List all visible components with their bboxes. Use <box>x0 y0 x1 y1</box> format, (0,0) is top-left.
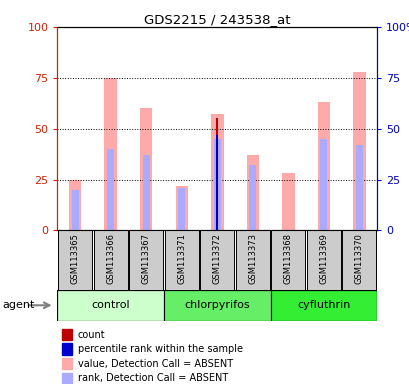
Bar <box>271 230 305 290</box>
Bar <box>129 230 163 290</box>
Bar <box>319 139 327 230</box>
Text: GSM113367: GSM113367 <box>142 233 151 285</box>
Bar <box>61 372 72 384</box>
Bar <box>211 114 223 230</box>
Bar <box>342 230 375 290</box>
Bar <box>281 174 294 230</box>
Bar <box>61 343 72 355</box>
Bar <box>164 290 270 321</box>
Text: GSM113372: GSM113372 <box>212 233 221 284</box>
Bar <box>72 190 79 230</box>
Text: chlorpyrifos: chlorpyrifos <box>184 300 249 310</box>
Text: GSM113371: GSM113371 <box>177 233 186 284</box>
Text: value, Detection Call = ABSENT: value, Detection Call = ABSENT <box>78 359 232 369</box>
Bar <box>270 290 376 321</box>
Text: GSM113368: GSM113368 <box>283 233 292 285</box>
Bar <box>216 118 218 230</box>
Bar <box>140 108 152 230</box>
Bar <box>69 180 81 230</box>
Text: GSM113369: GSM113369 <box>319 233 328 284</box>
Bar <box>107 149 114 230</box>
Text: GSM113365: GSM113365 <box>70 233 79 284</box>
Bar <box>306 230 340 290</box>
Bar <box>216 135 218 230</box>
Text: percentile rank within the sample: percentile rank within the sample <box>78 344 242 354</box>
Text: GSM113366: GSM113366 <box>106 233 115 285</box>
Bar <box>142 155 149 230</box>
Text: rank, Detection Call = ABSENT: rank, Detection Call = ABSENT <box>78 373 227 383</box>
Bar <box>355 145 362 230</box>
Bar <box>317 102 329 230</box>
Bar <box>61 358 72 369</box>
Bar <box>235 230 269 290</box>
Text: cyfluthrin: cyfluthrin <box>297 300 350 310</box>
Text: control: control <box>91 300 130 310</box>
Bar <box>61 329 72 340</box>
Title: GDS2215 / 243538_at: GDS2215 / 243538_at <box>144 13 290 26</box>
Bar <box>164 230 198 290</box>
Bar <box>249 165 256 230</box>
Bar <box>353 72 365 230</box>
Text: GSM113373: GSM113373 <box>248 233 257 285</box>
Bar <box>200 230 234 290</box>
Bar <box>175 185 187 230</box>
Bar <box>93 230 128 290</box>
Bar <box>178 188 185 230</box>
Text: agent: agent <box>2 300 34 310</box>
Text: GSM113370: GSM113370 <box>354 233 363 284</box>
Bar <box>58 230 92 290</box>
Text: count: count <box>78 329 105 339</box>
Bar <box>246 155 258 230</box>
Bar <box>213 139 220 230</box>
Bar <box>104 78 117 230</box>
Bar <box>57 290 164 321</box>
